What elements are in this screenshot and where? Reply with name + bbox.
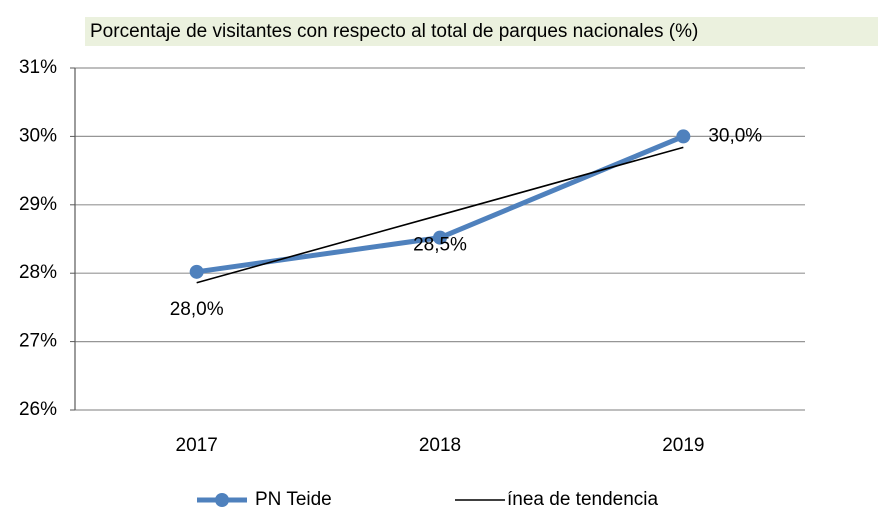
trend-line [196, 146, 684, 284]
x-tick-label: 2018 [419, 435, 461, 456]
title-background [85, 17, 878, 46]
y-tick-label: 30% [19, 125, 57, 146]
data-label: 28,0% [170, 299, 224, 320]
y-tick-label: 31% [19, 57, 57, 78]
data-point [189, 264, 204, 279]
legend-marker [215, 493, 229, 507]
x-tick-label: 2017 [176, 435, 218, 456]
chart-title: Porcentaje de visitantes con respecto al… [90, 21, 698, 42]
data-label: 30,0% [708, 125, 762, 146]
y-tick-label: 28% [19, 262, 57, 283]
legend-label: PN Teide [255, 489, 332, 510]
x-tick-label: 2019 [662, 435, 704, 456]
data-point [676, 129, 691, 144]
data-label: 28,5% [413, 235, 467, 256]
legend-label: ínea de tendencia [507, 489, 659, 510]
y-tick-label: 29% [19, 194, 57, 215]
y-tick-label: 27% [19, 331, 57, 352]
data-point [433, 230, 447, 245]
y-tick-label: 26% [19, 399, 57, 420]
